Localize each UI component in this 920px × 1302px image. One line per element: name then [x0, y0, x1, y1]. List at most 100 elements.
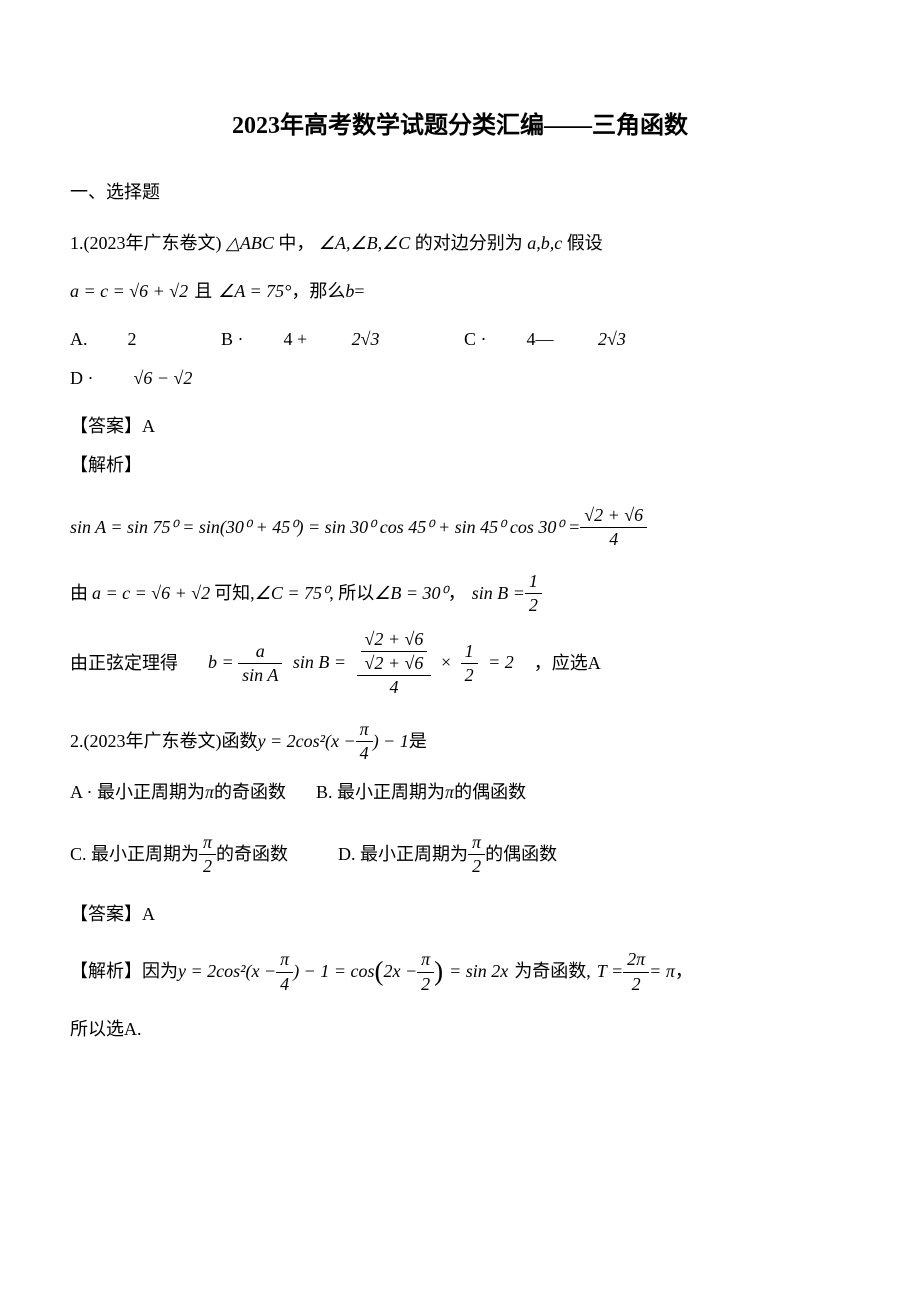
frac-num: π: [356, 718, 373, 742]
q1-condition: a = c = √6 + √2 且 ∠A = 75° ，那么 b =: [70, 272, 850, 312]
opt-text: D. 最小正周期为: [338, 835, 468, 875]
text: 为奇函数,: [514, 952, 591, 992]
opt-text: 的偶函数: [454, 782, 526, 802]
frac-den: 4: [580, 528, 647, 551]
eq-text: ∠C = 75⁰: [255, 574, 330, 614]
fraction: 1 2: [525, 570, 542, 618]
frac-den: 2: [623, 973, 649, 996]
q1-answer: 【答案】A: [70, 407, 850, 447]
frac-den: 2: [461, 664, 478, 687]
frac-den: 4: [356, 742, 373, 765]
fraction: π 4: [276, 948, 293, 996]
text: ，应选A: [534, 644, 601, 684]
q1-triangle: △ABC: [226, 233, 274, 253]
fraction: π 4: [356, 718, 373, 766]
q1-explain-eq1: sin A = sin 75⁰ = sin(30⁰ + 45⁰) = sin 3…: [70, 504, 850, 552]
q1-explain-line2: 由 a = c = √6 + √2 可知, ∠C = 75⁰ , 所以 ∠B =…: [70, 570, 850, 618]
frac-num: π: [276, 948, 293, 972]
frac-num-inner: √2 + √6: [361, 628, 428, 652]
frac-num: √2 + √6 √2 + √6: [357, 628, 432, 677]
paren-right: ): [434, 942, 443, 1001]
q2-answer: 【答案】A: [70, 895, 850, 935]
frac-den: 2: [417, 973, 434, 996]
q1-then: ，那么: [291, 272, 345, 312]
text: ，: [675, 952, 693, 992]
q1-text: 假设: [567, 233, 603, 253]
eq-text: = π: [649, 952, 675, 992]
q1-choice-d: D · √6 − √2: [70, 359, 232, 399]
frac-num: π: [468, 831, 485, 855]
answer-value: A: [142, 416, 155, 436]
opt-label: A.: [70, 320, 88, 360]
opt-value: 2√3: [352, 320, 380, 360]
eq-block: b = a sin A sin B = √2 + √6 √2 + √6 4 × …: [208, 628, 514, 700]
q2-choice-d: D. 最小正周期为 π 2 的偶函数: [338, 831, 557, 879]
frac-den: 2: [199, 855, 216, 878]
eq-text: sin A = sin 75⁰ = sin(30⁰ + 45⁰) = sin 3…: [70, 508, 580, 548]
opt-value: 2√3: [598, 320, 626, 360]
q1-choice-c: C · 4— 2√3: [464, 320, 666, 360]
problem-2: 2.(2023年广东卷文)函数 y = 2cos²(x − π 4 ) − 1 …: [70, 718, 850, 766]
q1-and: 且: [194, 272, 212, 312]
fraction: √2 + √6 4: [580, 504, 647, 552]
opt-text: C. 最小正周期为: [70, 835, 199, 875]
q2-choices-row1: A · 最小正周期为π的奇函数 B. 最小正周期为π的偶函数: [70, 773, 850, 813]
frac-den: 4: [276, 973, 293, 996]
frac-den-inner: √2 + √6: [361, 652, 428, 675]
frac-den: 2: [525, 594, 542, 617]
opt-text: A · 最小正周期为: [70, 782, 205, 802]
fraction: 2π 2: [623, 948, 649, 996]
text: ，: [448, 574, 466, 614]
pi: π: [445, 782, 454, 802]
frac-num: π: [199, 831, 216, 855]
frac-num: 1: [461, 640, 478, 664]
frac-num: 2π: [623, 948, 649, 972]
page-title: 2023年高考数学试题分类汇编——三角函数: [70, 100, 850, 153]
eq-text: y = 2cos²(x −: [258, 722, 356, 762]
q1-sides: a,b,c: [527, 233, 562, 253]
eq-text: = sin 2x: [449, 952, 508, 992]
q2-explain: 【解析】因为 y = 2cos²(x − π 4 ) − 1 = cos ( 2…: [70, 942, 850, 1001]
frac-num: √2 + √6: [580, 504, 647, 528]
opt-value: √6 − √2: [134, 359, 193, 399]
opt-value: 2: [128, 320, 137, 360]
eq-text: ) − 1 = cos: [293, 952, 374, 992]
eq-text: b =: [208, 652, 234, 672]
answer-value: A: [142, 904, 155, 924]
paren-left: (: [374, 942, 383, 1001]
q1-explain-line3: 由正弦定理得 b = a sin A sin B = √2 + √6 √2 + …: [70, 628, 850, 700]
opt-text: B. 最小正周期为: [316, 782, 445, 802]
opt-text: 4 +: [284, 320, 308, 360]
frac-num: π: [417, 948, 434, 972]
q2-choice-a: A · 最小正周期为π的奇函数: [70, 773, 286, 813]
fraction: √2 + √6 √2 + √6 4: [357, 628, 432, 700]
q1-choice-b: B · 4 + 2√3: [221, 320, 420, 360]
q1-choices: A. 2 B · 4 + 2√3 C · 4— 2√3 D · √6 − √2: [70, 320, 850, 399]
opt-text: 4—: [527, 320, 554, 360]
q1-eq: =: [354, 272, 364, 312]
eq-text: sin B =: [472, 574, 525, 614]
fraction: 1 2: [461, 640, 478, 688]
opt-text: 的奇函数: [214, 782, 286, 802]
eq-text: sin B =: [293, 652, 346, 672]
fraction: π 2: [468, 831, 485, 879]
q2-lead: 2.(2023年广东卷文)函数: [70, 722, 258, 762]
opt-text: 的偶函数: [485, 835, 557, 875]
eq-text: ∠B = 30⁰: [374, 574, 448, 614]
q1-text: 中，: [278, 233, 314, 253]
eq-text: ) − 1: [373, 722, 409, 762]
eq-text: = 2: [488, 652, 514, 672]
text: 可知,: [214, 574, 255, 614]
answer-label: 【答案】: [70, 416, 142, 436]
explain-label: 【解析】因为: [70, 952, 178, 992]
q2-choice-c: C. 最小正周期为 π 2 的奇函数: [70, 831, 288, 879]
q2-choices-row2: C. 最小正周期为 π 2 的奇函数 D. 最小正周期为 π 2 的偶函数: [70, 823, 850, 887]
frac-num: 1: [525, 570, 542, 594]
q1-angle-a: ∠A = 75°: [218, 272, 291, 312]
frac-den: 4: [357, 676, 432, 699]
answer-label: 【答案】: [70, 904, 142, 924]
q2-choice-b: B. 最小正周期为π的偶函数: [316, 773, 526, 813]
text: , 所以: [329, 574, 374, 614]
frac-num: a: [238, 640, 282, 664]
q1-cond-a: a = c = √6 + √2: [70, 272, 188, 312]
